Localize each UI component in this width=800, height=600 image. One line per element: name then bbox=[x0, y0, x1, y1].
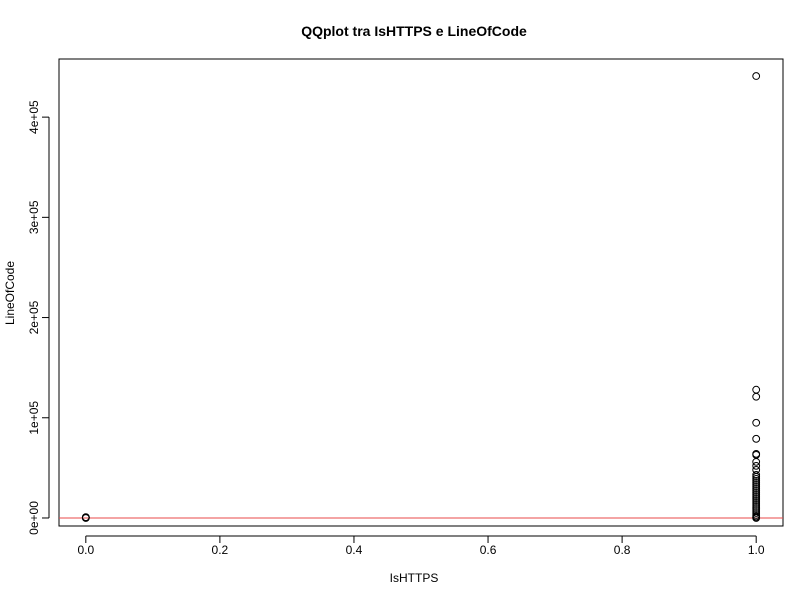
y-tick-label: 3e+05 bbox=[27, 200, 41, 234]
data-point bbox=[752, 509, 761, 517]
x-axis-label: IsHTTPS bbox=[390, 571, 439, 585]
data-point bbox=[752, 479, 761, 487]
data-point bbox=[752, 495, 761, 503]
data-point bbox=[752, 418, 761, 427]
data-point bbox=[752, 477, 761, 485]
data-point bbox=[752, 501, 761, 509]
data-point bbox=[752, 72, 761, 80]
y-tick-label: 0e+00 bbox=[27, 501, 41, 535]
data-point bbox=[752, 491, 761, 499]
y-axis-label: LineOfCode bbox=[3, 261, 17, 325]
y-axis-ticks: 0e+00 1e+05 2e+05 3e+05 4e+05 bbox=[27, 100, 49, 535]
data-point bbox=[752, 385, 761, 394]
data-point bbox=[752, 514, 761, 522]
y-tick-label: 4e+05 bbox=[27, 100, 41, 134]
x-tick-label: 0.0 bbox=[77, 543, 94, 557]
y-tick-label: 2e+05 bbox=[27, 300, 41, 334]
data-points bbox=[81, 72, 761, 522]
y-tick-label: 1e+05 bbox=[27, 401, 41, 435]
x-tick-label: 0.2 bbox=[212, 543, 229, 557]
data-point bbox=[752, 497, 761, 505]
data-point bbox=[752, 481, 761, 489]
data-point bbox=[752, 392, 761, 401]
x-tick-label: 1.0 bbox=[748, 543, 765, 557]
x-tick-label: 0.4 bbox=[346, 543, 363, 557]
data-point bbox=[752, 489, 761, 497]
data-point bbox=[752, 485, 761, 493]
data-point bbox=[752, 493, 761, 501]
data-point bbox=[752, 499, 761, 507]
data-point bbox=[752, 457, 761, 466]
x-axis-ticks: 0.0 0.2 0.4 0.6 0.8 1.0 bbox=[77, 536, 765, 557]
plot-frame bbox=[58, 58, 784, 527]
data-point bbox=[752, 505, 761, 513]
data-point bbox=[752, 483, 761, 491]
chart-title: QQplot tra IsHTTPS e LineOfCode bbox=[301, 23, 527, 39]
x-tick-label: 0.8 bbox=[614, 543, 631, 557]
data-point bbox=[752, 434, 761, 443]
data-point bbox=[752, 472, 761, 481]
x-tick-label: 0.6 bbox=[480, 543, 497, 557]
data-point bbox=[752, 503, 761, 511]
data-point bbox=[752, 461, 761, 470]
data-point bbox=[81, 513, 90, 522]
data-point bbox=[752, 474, 761, 483]
data-point bbox=[752, 487, 761, 495]
data-point bbox=[752, 470, 761, 479]
